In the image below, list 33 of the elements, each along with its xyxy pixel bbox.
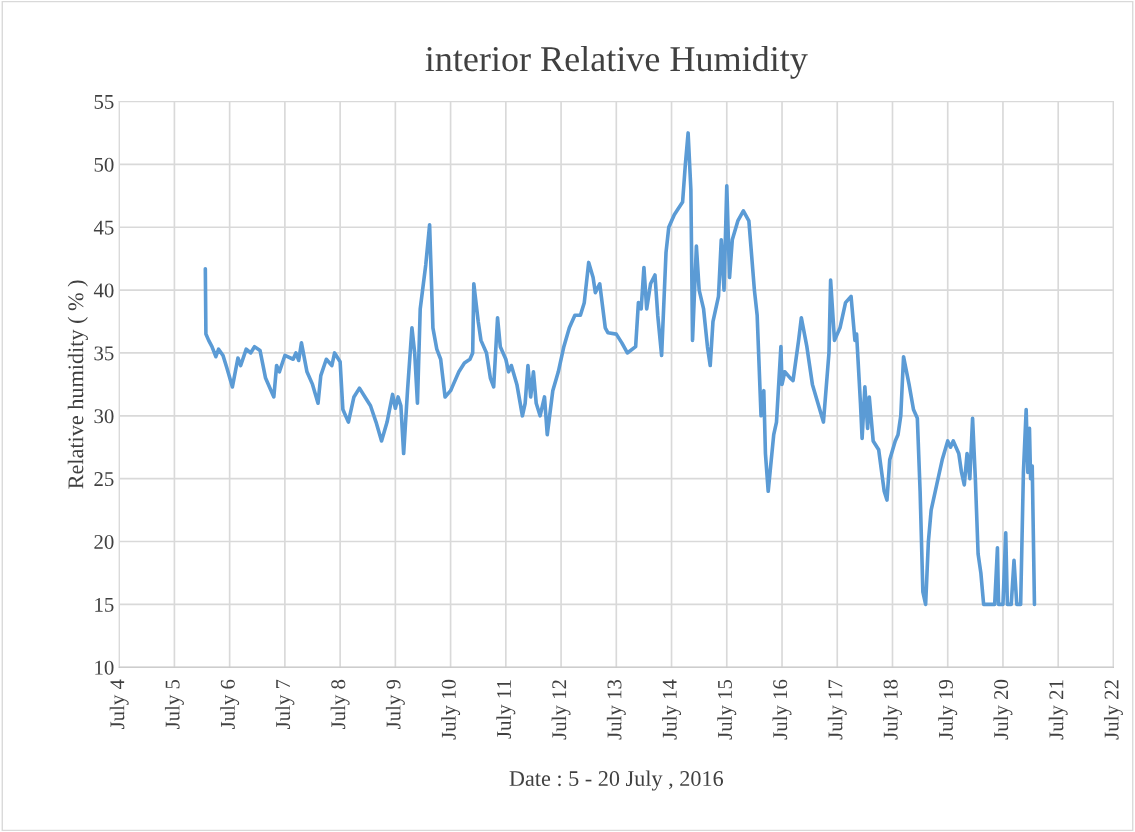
x-tick-label: July 11 <box>496 680 516 739</box>
x-tick-label: July 16 <box>772 679 792 740</box>
x-tick-label: July 8 <box>330 679 350 729</box>
x-tick-label: July 7 <box>275 679 295 729</box>
y-tick-label: 20 <box>94 534 114 549</box>
x-tick-label: July 20 <box>993 679 1013 740</box>
x-tick-label: July 15 <box>717 679 737 740</box>
x-axis-title: Date : 5 - 20 July , 2016 <box>509 770 724 791</box>
chart-title: interior Relative Humidity <box>425 45 808 79</box>
y-tick-label: 40 <box>93 283 114 298</box>
x-tick-label: July 19 <box>938 679 958 740</box>
y-axis-title: Relative humidity ( % ) <box>67 280 88 489</box>
x-tick-label: July 18 <box>883 679 902 740</box>
y-tick-label: 25 <box>94 472 114 487</box>
x-tick-label: July 14 <box>662 679 682 740</box>
y-tick-label: 50 <box>94 157 114 172</box>
x-tick-label: July 4 <box>109 679 129 729</box>
x-tick-label: July 9 <box>385 679 405 729</box>
y-tick-label: 55 <box>94 95 114 109</box>
x-tick-label: July 5 <box>164 679 184 729</box>
x-tick-label: July 17 <box>827 679 847 740</box>
x-tick-label: July 10 <box>441 679 461 740</box>
x-tick-label: July 12 <box>551 680 571 740</box>
x-tick-label: July 22 <box>1103 680 1123 740</box>
y-tick-label: 30 <box>94 409 114 424</box>
x-tick-label: July 6 <box>220 679 240 729</box>
x-tick-label: July 21 <box>1048 680 1068 740</box>
x-tick-label: July 13 <box>606 679 626 740</box>
y-tick-label: 15 <box>95 597 114 612</box>
y-tick-label: 35 <box>94 346 114 361</box>
y-tick-label: 45 <box>93 220 114 235</box>
y-tick-label: 10 <box>95 660 114 675</box>
line-series <box>203 131 1037 607</box>
